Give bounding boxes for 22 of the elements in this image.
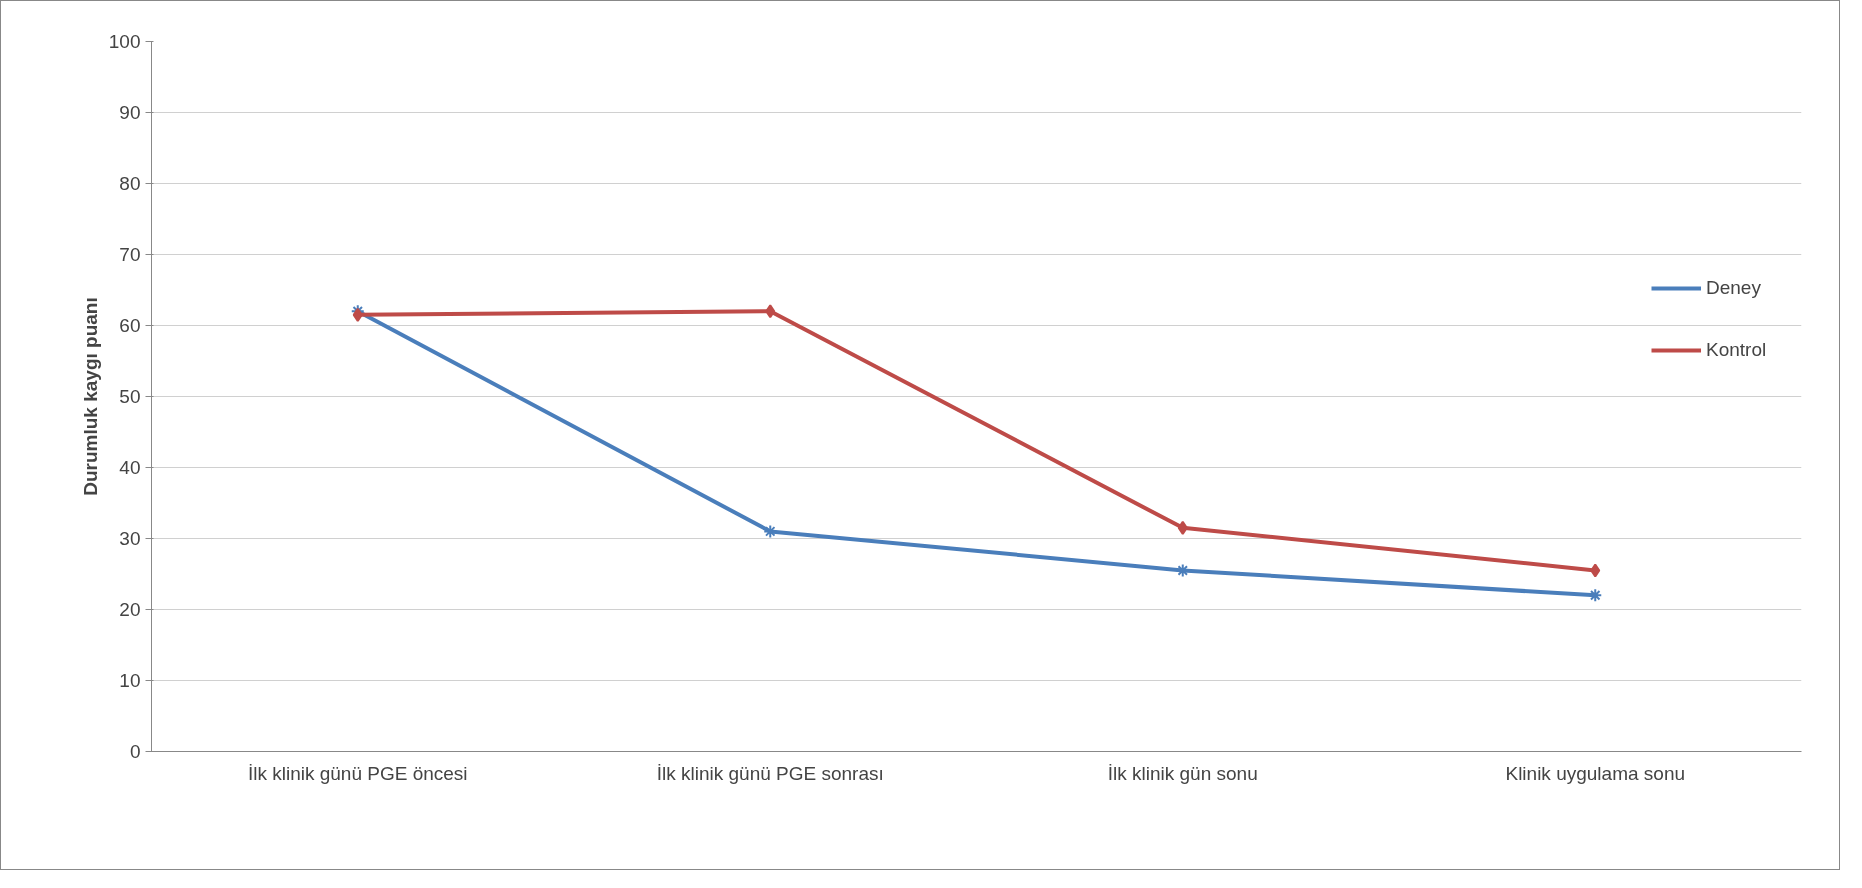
x-tick-label: İlk klinik günü PGE öncesi xyxy=(247,762,468,784)
x-tick-label: Klinik uygulama sonu xyxy=(1505,762,1686,784)
legend-label: Kontrol xyxy=(1706,339,1767,361)
x-tick-label: İlk klinik günü PGE sonrası xyxy=(656,762,884,784)
y-tick-label: 70 xyxy=(119,244,141,265)
y-tick-label: 20 xyxy=(119,599,141,620)
point xyxy=(765,304,776,319)
point xyxy=(1590,563,1601,578)
y-axis-title: Durumluk kaygı puanı xyxy=(79,297,101,496)
point xyxy=(1588,588,1603,603)
y-tick-label: 100 xyxy=(108,31,141,52)
y-tick-label: 40 xyxy=(119,457,141,478)
y-tick-label: 80 xyxy=(119,173,141,194)
y-tick-label: 50 xyxy=(119,386,141,407)
legend-label: Deney xyxy=(1706,277,1761,299)
y-tick-label: 0 xyxy=(129,741,141,762)
y-tick-label: 90 xyxy=(119,102,141,123)
y-tick-label: 60 xyxy=(119,315,141,336)
y-tick-label: 10 xyxy=(119,670,141,691)
x-tick-label: İlk klinik gün sonu xyxy=(1107,762,1258,784)
point xyxy=(1177,520,1188,535)
y-tick-label: 30 xyxy=(119,528,141,549)
